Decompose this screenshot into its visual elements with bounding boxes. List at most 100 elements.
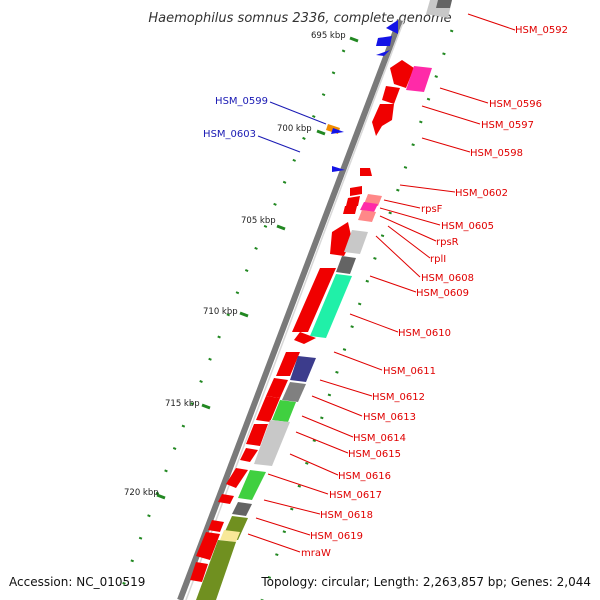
gene-feature-gray [282,382,306,402]
kbp-tick [201,403,211,410]
gene-feature-red [226,468,248,488]
leader-line [349,313,399,333]
gene-feature-blue-arrow [332,166,345,172]
gene-label: HSM_0598 [470,148,523,159]
leader-line [421,105,481,125]
gene-feature-dark-gray [336,256,356,274]
gene-label: HSM_0605 [441,221,494,232]
gene-label-hsm0592: HSM_0592 [515,25,568,36]
gene-feature-navy [290,356,316,382]
gene-feature-blue-arrow [331,128,344,134]
leader-line [375,235,421,278]
gene-feature-magenta [360,202,378,212]
gene-feature-magenta [406,66,432,92]
leader-line [439,87,489,104]
leader-line [333,351,383,371]
kbp-tick [349,36,359,43]
leader-line [379,207,441,226]
leader-lines-left [257,101,327,153]
gene-feature-red [294,332,316,344]
gene-feature-pink [358,210,376,222]
gene-label: HSM_0613 [363,412,416,423]
leader-line [379,215,437,242]
gene-label: rplI [430,254,446,265]
kbp-label-695: 695 kbp [311,31,346,41]
leader-line [319,379,373,397]
gene-label: HSM_0611 [383,366,436,377]
gene-label: HSM_0618 [320,510,373,521]
leader-line [263,499,321,515]
gene-feature-red [390,60,414,88]
gene-feature-red [240,448,258,462]
kbp-label-710: 710 kbp [203,307,238,317]
leader-line [255,517,311,536]
gene-feature-red [190,562,208,582]
reverse-strand-features [190,20,414,582]
gene-label: HSM_0616 [338,471,391,482]
gene-feature-blue [376,36,392,46]
kbp-tick [276,224,286,231]
leader-line [421,137,471,153]
gene-feature-olive [196,540,236,600]
gene-label-hsm0599: HSM_0599 [215,96,268,107]
leader-line [247,533,301,553]
gene-feature-red [208,520,224,532]
leader-line [267,473,329,495]
gene-label: HSM_0610 [398,328,451,339]
genome-backbone [177,18,403,600]
gene-feature-hsm0592-blue [386,20,398,34]
kbp-tick [156,493,166,500]
gene-feature-red [346,196,360,206]
gene-label: HSM_0597 [481,120,534,131]
gene-feature-red [266,378,288,398]
leader-line [383,199,421,209]
forward-strand-features [196,0,452,600]
genome-summary-label: Topology: circular; Length: 2,263,857 bp… [260,575,591,589]
gene-label: rpsF [421,204,443,215]
gene-label: HSM_0612 [372,392,425,403]
gene-feature-red [382,86,400,104]
gene-label: rpsR [436,237,459,248]
gene-label: HSM_0608 [421,273,474,284]
leader-lines-right [247,13,516,553]
gene-feature-green [272,400,296,422]
gene-label: HSM_0614 [353,433,406,444]
gene-feature-red [350,186,362,196]
kbp-label-715: 715 kbp [165,399,200,409]
gene-label-hsm0603: HSM_0603 [203,129,256,140]
gene-label: HSM_0602 [455,188,508,199]
leader-line [269,101,327,125]
gene-feature-red [196,532,220,560]
gene-feature-green [238,470,266,500]
leader-line [289,453,339,476]
gene-feature-pale-yellow [220,530,240,542]
gene-label: HSM_0615 [348,449,401,460]
gene-feature-light-gray [254,420,290,466]
gene-feature-dark-gray [232,502,252,516]
gene-label: HSM_0609 [416,288,469,299]
gene-feature-red [276,352,300,376]
gene-feature-red [256,396,280,422]
gene-feature-blue-arrow [376,50,390,56]
gene-feature-dark-gray [436,0,452,8]
gene-label: mraW [301,548,331,559]
leader-line [369,275,417,293]
leader-line [301,415,354,438]
leader-line [295,431,349,454]
kbp-label-700: 700 kbp [277,124,312,134]
leader-line [467,13,516,31]
leader-line [387,225,431,259]
gene-feature-light-gray [344,230,368,254]
kbp-tick [316,129,326,136]
gene-feature-mint [310,274,352,338]
kbp-tick-group [156,36,359,500]
gene-feature-red [292,268,336,332]
gene-label: HSM_0596 [489,99,542,110]
gene-feature-red [360,168,372,176]
gene-feature-red [343,206,357,214]
gene-feature-red [246,424,268,446]
gene-feature-red [372,104,394,136]
gene-label: HSM_0617 [329,490,382,501]
accession-label: Accession: NC_010519 [9,575,145,589]
